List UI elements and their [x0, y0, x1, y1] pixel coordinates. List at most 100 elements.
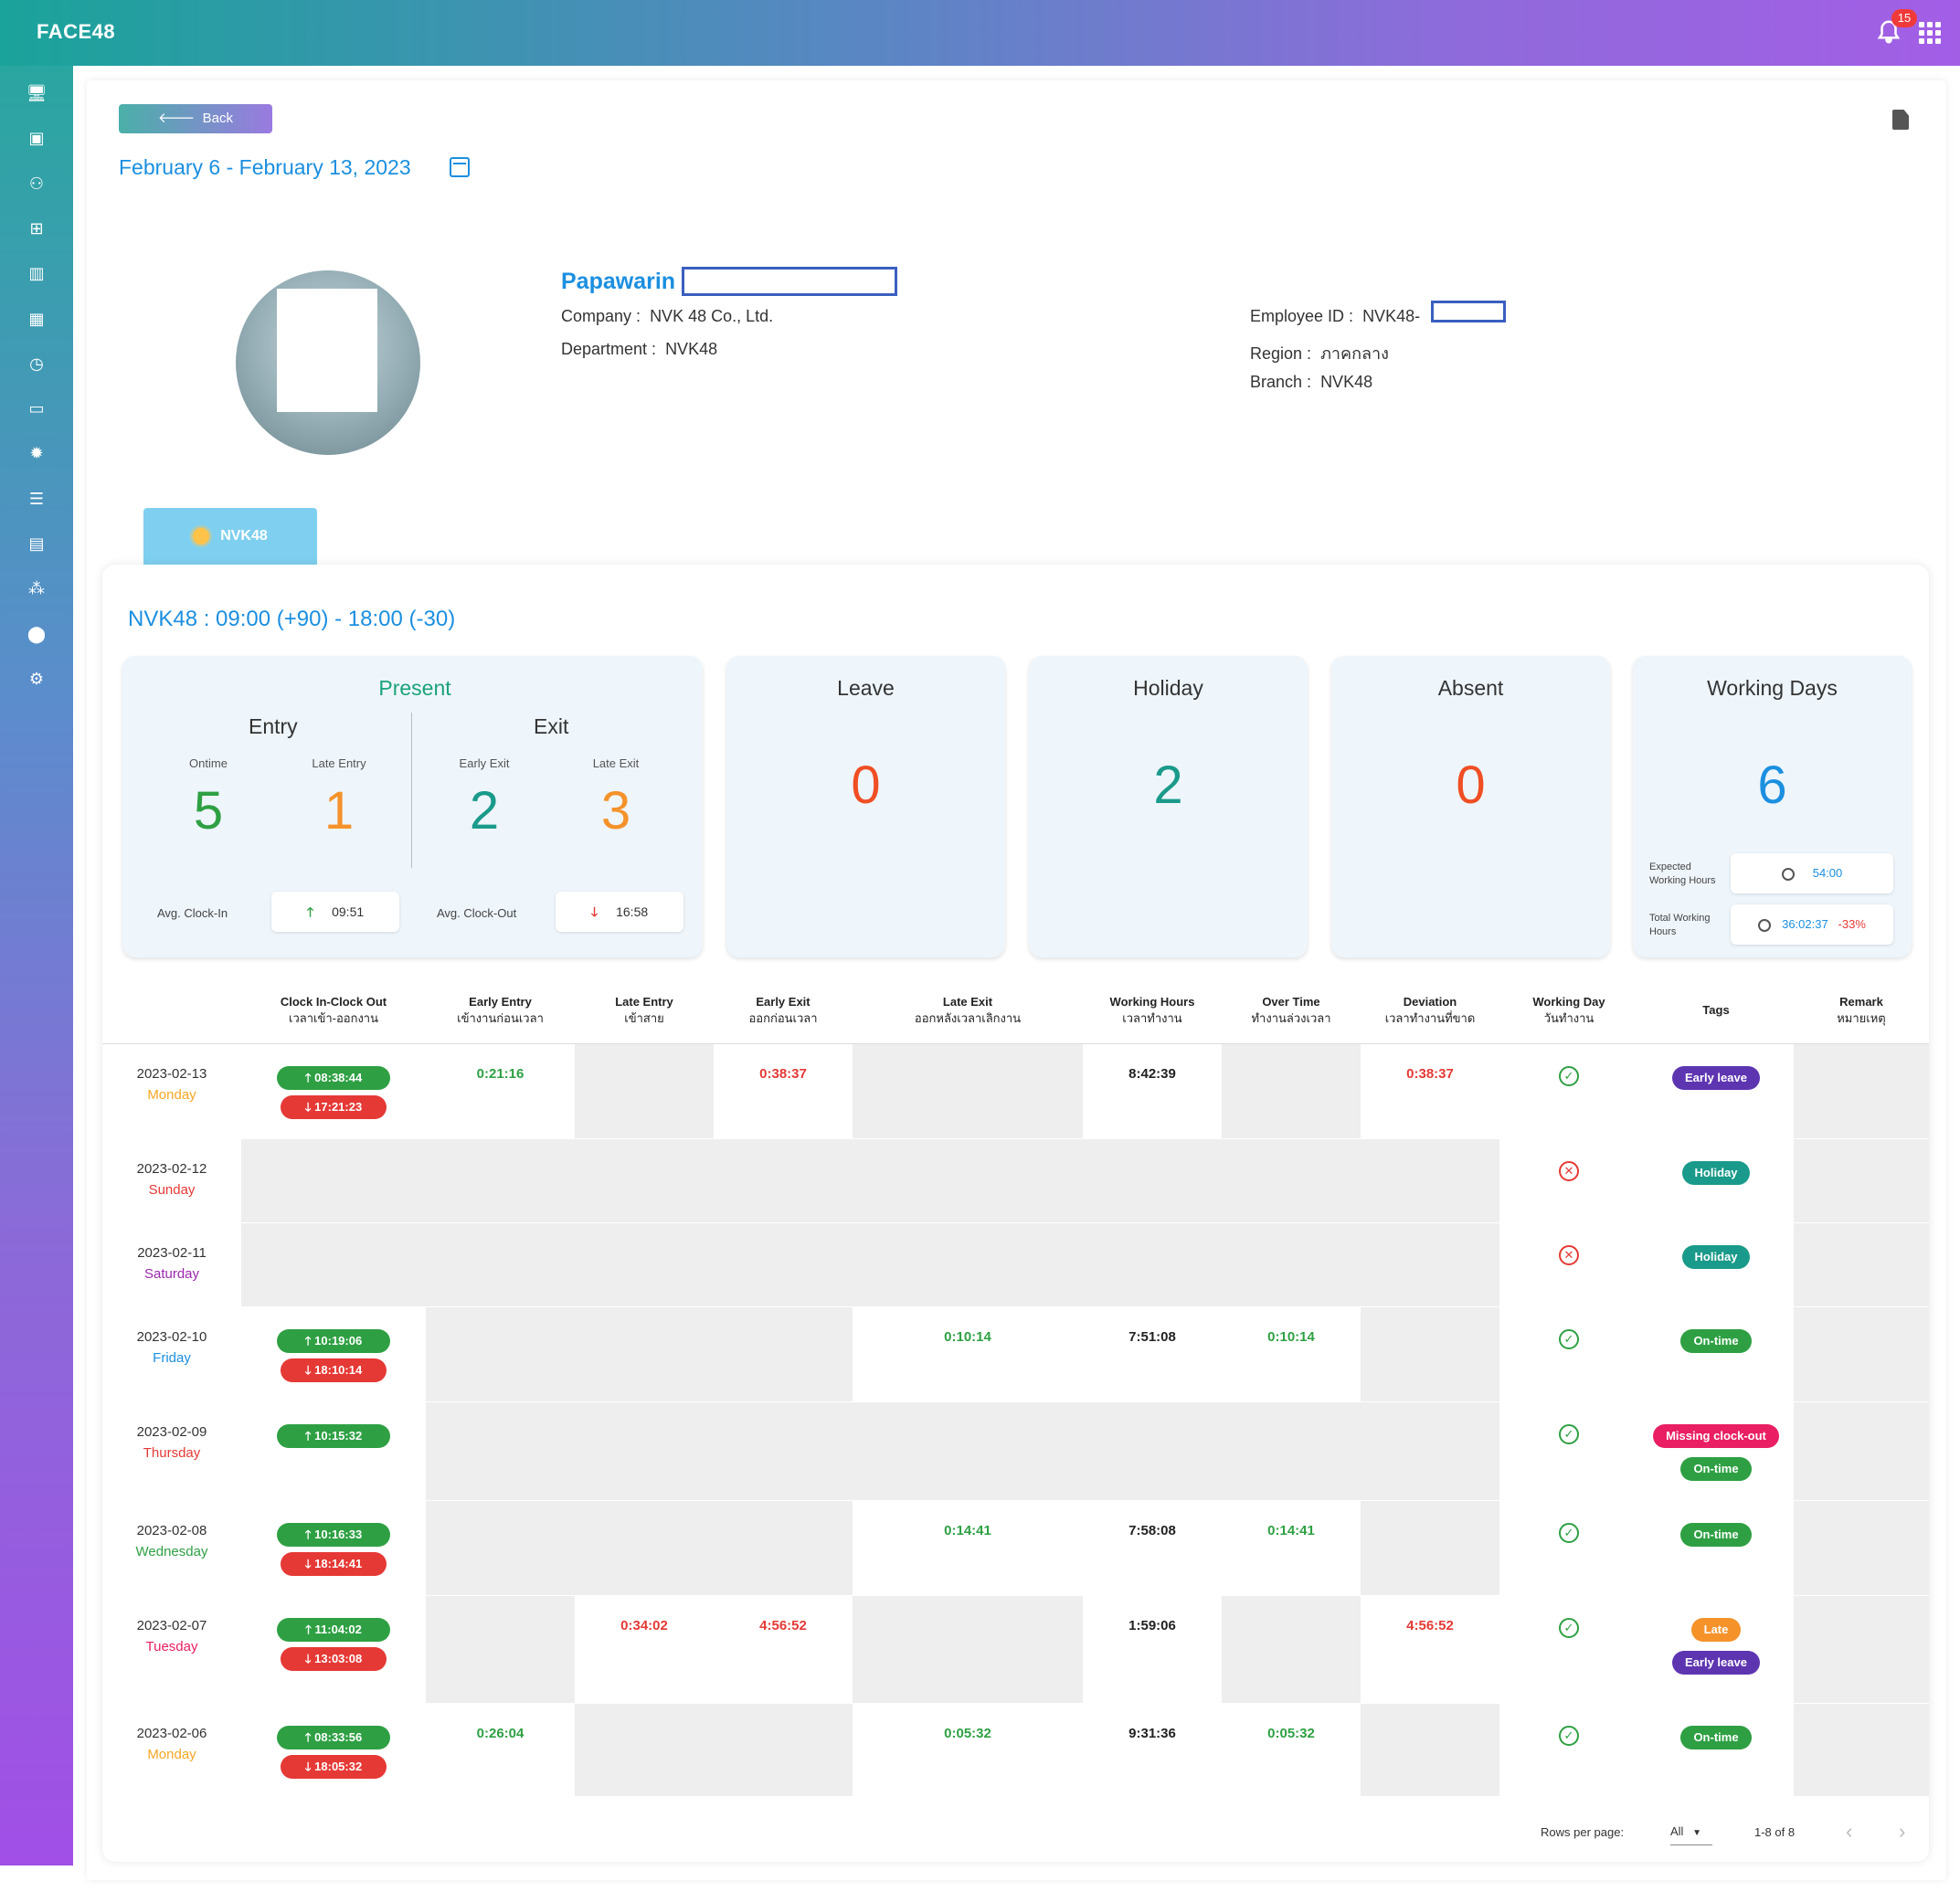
tag-badge: Holiday [1681, 1244, 1751, 1269]
remark-cell [1794, 1043, 1929, 1139]
working-hours-value: 1:59:06 [1128, 1617, 1176, 1633]
deviation-value: 0:38:37 [1406, 1065, 1454, 1082]
date-cell: 2023-02-06 Monday [102, 1703, 241, 1797]
remark-cell [1794, 1595, 1929, 1704]
date-value: 2023-02-09 [136, 1423, 207, 1440]
tab-nvk48[interactable]: NVK48 [143, 508, 317, 565]
table-row: 2023-02-07 Tuesday 🡑 11:04:02 🡓 13:03:08 0:3… [102, 1595, 1929, 1704]
column-header-th: เวลาทำงาน [1122, 1010, 1182, 1025]
tag-badge: Late [1690, 1617, 1742, 1642]
day-of-week: Monday [147, 1086, 196, 1103]
day-of-week: Tuesday [145, 1638, 198, 1654]
expected-hours-box: 54:00 [1731, 853, 1893, 893]
late-entry-cell [575, 1222, 714, 1307]
tag-badge: On-time [1680, 1328, 1752, 1353]
present-title: Present [378, 676, 451, 700]
clock-out-time: 18:10:14 [314, 1362, 363, 1377]
back-label: Back [202, 111, 233, 126]
tags-cell: Holiday [1638, 1138, 1794, 1223]
overtime-value: 0:05:32 [1267, 1725, 1315, 1741]
contact-card-icon[interactable]: ▣ [28, 129, 45, 148]
tag-badge: Early leave [1672, 1065, 1760, 1090]
table-row: 2023-02-13 Monday 🡑 08:38:44 🡓 17:21:23 0:21… [102, 1043, 1929, 1139]
clock-in-out-cell: 🡑 10:16:33 🡓 18:14:41 [241, 1500, 426, 1596]
name-redaction-box [682, 267, 897, 296]
building-icon[interactable]: ▤ [28, 534, 45, 553]
holiday-count: 2 [1153, 756, 1183, 815]
column-header: Working Day วันทำงาน [1499, 978, 1638, 1044]
company-row: Company : NVK 48 Co., Ltd. [561, 307, 773, 326]
monitor-icon[interactable]: 🖥 [26, 84, 48, 102]
arrow-down-icon: 🡓 [304, 1362, 315, 1377]
clock-in-out-cell: 🡑 08:33:56 🡓 18:05:32 [241, 1703, 426, 1797]
user-add-icon[interactable]: ⚇ [28, 174, 45, 193]
check-circle-icon: ✓ [1559, 1423, 1579, 1444]
date-cell: 2023-02-08 Wednesday [102, 1500, 241, 1596]
bar-chart-icon[interactable]: ▥ [28, 264, 45, 283]
date-value: 2023-02-11 [137, 1244, 207, 1261]
back-button[interactable]: 🡐 Back [119, 104, 272, 133]
late-exit-value: 0:10:14 [944, 1328, 991, 1345]
early-entry-cell [426, 1595, 575, 1704]
clock-out-time: 18:05:32 [314, 1759, 363, 1773]
working-hours-cell: 8:42:39 [1083, 1043, 1222, 1139]
working-hours-cell: 9:31:36 [1083, 1703, 1222, 1797]
deviation-cell [1361, 1500, 1499, 1596]
expected-label-line-2: Working Hours [1649, 875, 1716, 886]
table-row: 2023-02-11 Saturday ✕ Holiday [102, 1222, 1929, 1307]
history-icon[interactable]: ◷ [29, 354, 44, 373]
column-header-th: เข้างานก่อนเวลา [457, 1010, 544, 1025]
arrow-up-icon: 🡑 [306, 904, 314, 919]
working-hours-value: 9:31:36 [1128, 1725, 1176, 1741]
prev-page-icon[interactable]: ‹ [1846, 1820, 1853, 1843]
working-day-cell: ✓ [1499, 1401, 1638, 1501]
org-chart-icon[interactable]: ⊞ [29, 218, 44, 238]
avg-clock-in-label: Avg. Clock-In [157, 906, 228, 920]
deviation-cell [1361, 1306, 1499, 1402]
late-exit-cell: 0:05:32 [853, 1703, 1083, 1797]
remark-cell [1794, 1703, 1929, 1797]
attendance-table: Clock In-Clock Out เวลาเข้า-ออกงาน Early E… [102, 978, 1929, 1797]
day-of-week: Friday [153, 1349, 191, 1366]
alarm-icon[interactable]: ✹ [29, 444, 44, 463]
working-hours-cell [1083, 1138, 1222, 1223]
export-file-icon[interactable] [1892, 110, 1909, 130]
location-pin-icon[interactable]: ⬤ [26, 624, 47, 643]
clock-in-pill: 🡑 08:33:56 [277, 1725, 390, 1749]
column-header-en: Deviation [1403, 994, 1457, 1009]
overtime-cell [1222, 1595, 1361, 1704]
column-header-th: หมายเหตุ [1837, 1010, 1886, 1025]
column-header-en: Tags [1702, 1002, 1730, 1017]
settings-list-icon[interactable]: ☰ [28, 489, 45, 508]
overtime-value: 0:14:41 [1267, 1522, 1315, 1538]
arrow-up-icon: 🡑 [304, 1333, 315, 1348]
network-icon[interactable]: ⁂ [28, 579, 45, 598]
company-value: NVK 48 Co., Ltd. [650, 307, 774, 325]
calendar-icon[interactable]: ▦ [28, 309, 45, 328]
rows-per-page-select[interactable]: All ▼ [1670, 1822, 1712, 1845]
column-header-en: Over Time [1262, 994, 1320, 1009]
overtime-cell: 0:14:41 [1222, 1500, 1361, 1596]
early-entry-value: 0:26:04 [476, 1725, 524, 1741]
chat-icon[interactable]: ▭ [28, 399, 45, 418]
gears-icon[interactable]: ⚙ [28, 669, 45, 688]
tags-cell: Holiday [1638, 1222, 1794, 1307]
table-body: 2023-02-13 Monday 🡑 08:38:44 🡓 17:21:23 0:21… [102, 1043, 1929, 1797]
early-exit-cell: 4:56:52 [714, 1595, 853, 1704]
deviation-cell [1361, 1401, 1499, 1501]
early-exit-cell [714, 1306, 853, 1402]
arrow-down-icon: 🡓 [304, 1651, 315, 1665]
next-page-icon[interactable]: › [1899, 1820, 1906, 1843]
holiday-card: Holiday 2 [1029, 656, 1308, 957]
brand-logo[interactable]: FACE48 [37, 20, 116, 43]
employee-name: Papawarin [561, 269, 676, 294]
apps-grid-icon[interactable] [1919, 22, 1941, 44]
day-of-week: Wednesday [135, 1543, 208, 1559]
calendar-icon[interactable] [450, 157, 470, 177]
page-count: 1-8 of 8 [1754, 1825, 1796, 1839]
clock-out-time: 17:21:23 [314, 1099, 363, 1114]
arrow-down-icon: 🡓 [304, 1759, 315, 1773]
tag-badge: Early leave [1672, 1650, 1760, 1675]
working-day-cell: ✕ [1499, 1222, 1638, 1307]
check-circle-icon: ✓ [1559, 1617, 1579, 1638]
